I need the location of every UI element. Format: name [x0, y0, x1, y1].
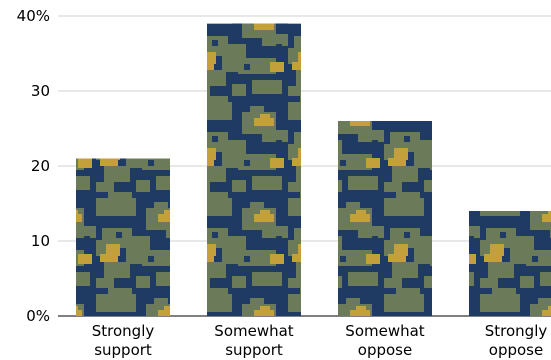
x-category-label-line: oppose: [358, 341, 412, 359]
bar: [338, 121, 432, 316]
x-category-label: Strongly support: [92, 322, 155, 359]
x-category-label: Somewhat oppose: [345, 322, 425, 359]
y-tick-label: 40%: [17, 7, 50, 25]
bar: [207, 23, 301, 316]
y-tick-label: 20: [31, 157, 50, 175]
x-category-label-line: support: [225, 341, 283, 359]
y-tick-label: 0%: [26, 307, 50, 325]
y-axis-ticks: 0% 10 20 30 40%: [17, 7, 50, 325]
bars: [76, 23, 551, 316]
x-category-label-line: Strongly: [92, 322, 155, 340]
x-category-label-line: Somewhat: [214, 322, 294, 340]
x-category-label-line: Somewhat: [345, 322, 425, 340]
x-category-label: Somewhat support: [214, 322, 294, 359]
x-category-label-line: oppose: [489, 341, 543, 359]
y-tick-label: 30: [31, 82, 50, 100]
x-category-label-line: Strongly: [485, 322, 548, 340]
bar: [469, 211, 551, 316]
y-tick-label: 10: [31, 232, 50, 250]
bar: [76, 158, 170, 316]
x-category-label-line: support: [94, 341, 152, 359]
x-category-label: Strongly oppose: [485, 322, 548, 359]
